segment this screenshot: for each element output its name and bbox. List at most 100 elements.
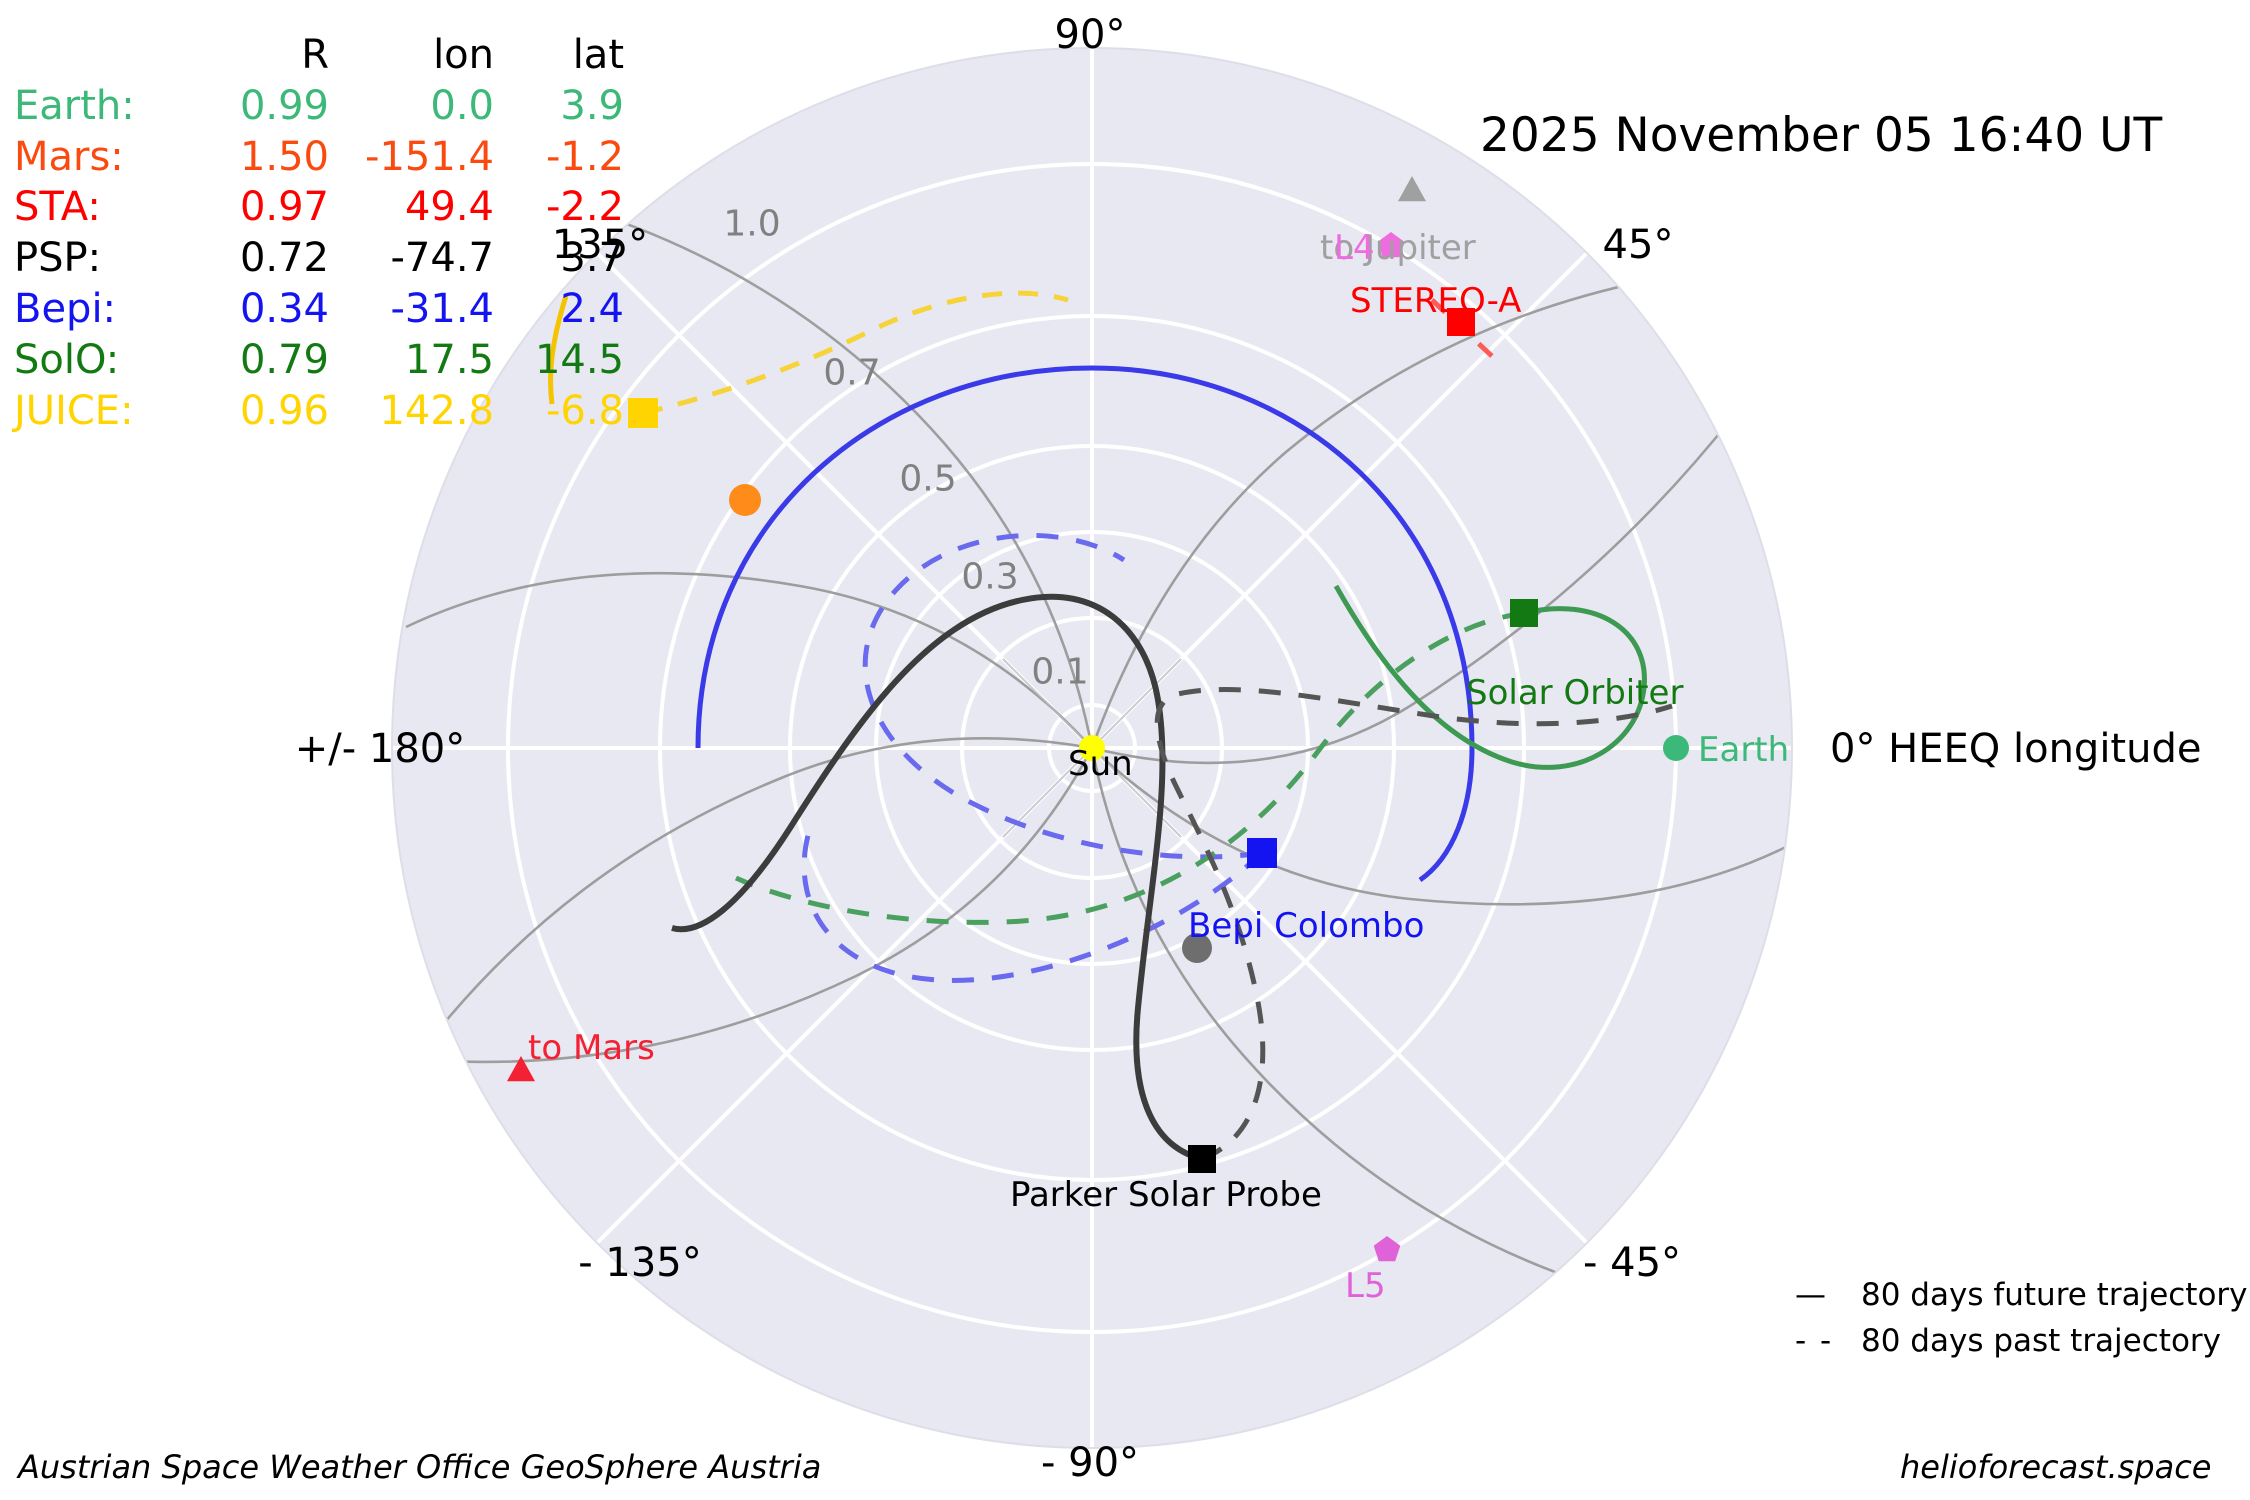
table-row: STA: 0.97 49.4 -2.2 bbox=[14, 182, 624, 233]
bepi-colombo-label: Bepi Colombo bbox=[1188, 906, 1425, 946]
body-markers-layer bbox=[507, 176, 1689, 1262]
legend-past-label: 80 days past trajectory bbox=[1861, 1323, 2221, 1359]
solo-future-trajectory bbox=[1333, 584, 1647, 770]
table-row: JUICE: 0.96 142.8 -6.8 bbox=[14, 386, 624, 437]
l4-marker bbox=[1377, 232, 1405, 258]
to-jupiter-marker bbox=[1398, 176, 1426, 202]
radial-tick-label: 1.0 bbox=[723, 203, 781, 245]
bepi-colombo-marker bbox=[1247, 838, 1277, 868]
body-name: PSP: bbox=[14, 235, 102, 282]
sun-marker bbox=[1079, 735, 1105, 761]
angle-label: +/- 180° bbox=[294, 726, 466, 772]
l5-label: L5 bbox=[1345, 1266, 1386, 1306]
table-row: PSP: 0.72 -74.7 3.7 bbox=[14, 233, 624, 284]
body-lon: -74.7 bbox=[390, 235, 495, 282]
parker-solar-probe-marker bbox=[1188, 1145, 1216, 1173]
bepi-past-trajectory bbox=[862, 532, 1263, 860]
body-name: STA: bbox=[14, 184, 101, 231]
sun-label: Sun bbox=[1068, 744, 1133, 784]
juice-future-trajectory bbox=[548, 295, 569, 405]
header-lon: lon bbox=[433, 32, 494, 78]
body-r: 0.34 bbox=[239, 285, 329, 332]
solo-past-trajectory bbox=[734, 610, 1525, 925]
table-row: Mars: 1.50 -151.4 -1.2 bbox=[14, 132, 624, 183]
parker-spiral-lines bbox=[405, 196, 1791, 1302]
mercury-marker bbox=[1182, 933, 1212, 963]
legend-row-future: — 80 days future trajectory bbox=[1795, 1272, 2248, 1318]
angle-label: 90° bbox=[1054, 12, 1126, 58]
earth-marker bbox=[1663, 735, 1689, 761]
table-row: SolO: 0.79 17.5 14.5 bbox=[14, 335, 624, 386]
parker-solar-probe-label: Parker Solar Probe bbox=[1010, 1175, 1322, 1215]
trajectory-legend: — 80 days future trajectory - - 80 days … bbox=[1795, 1272, 2248, 1364]
body-r: 0.72 bbox=[239, 235, 329, 282]
body-lat: 14.5 bbox=[534, 336, 624, 383]
psp-past-trajectory bbox=[1154, 687, 1673, 1162]
body-lat: 2.4 bbox=[560, 285, 624, 332]
footer-credit-left: Austrian Space Weather Office GeoSphere … bbox=[18, 1448, 822, 1486]
body-name: Bepi: bbox=[14, 285, 117, 332]
body-lat: -6.8 bbox=[545, 387, 624, 434]
footer-credit-right: helioforecast.space bbox=[1900, 1448, 2212, 1486]
body-name: Earth: bbox=[14, 82, 135, 129]
l4-label: L4 bbox=[1334, 228, 1375, 268]
solid-line-icon: — bbox=[1795, 1277, 1828, 1313]
legend-row-past: - - 80 days past trajectory bbox=[1795, 1318, 2248, 1364]
juice-marker bbox=[628, 398, 658, 428]
body-lon: -151.4 bbox=[365, 133, 494, 180]
body-r: 0.99 bbox=[239, 82, 329, 129]
angle-label: - 135° bbox=[578, 1240, 702, 1286]
to-mars-label: to Mars bbox=[528, 1028, 655, 1068]
body-r: 0.96 bbox=[239, 387, 329, 434]
earth-label: Earth bbox=[1698, 730, 1790, 770]
stereo-a-marker bbox=[1447, 308, 1475, 336]
body-name: JUICE: bbox=[14, 387, 134, 434]
body-r: 1.50 bbox=[239, 133, 329, 180]
body-name: Mars: bbox=[14, 133, 124, 180]
angle-label: - 45° bbox=[1582, 1240, 1682, 1286]
solar-orbiter-label: Solar Orbiter bbox=[1466, 673, 1684, 713]
position-table: R lon lat Earth: 0.99 0.0 3.9 Mars: 1.50 -151.… bbox=[14, 30, 624, 436]
psp-future-trajectory bbox=[671, 593, 1203, 1162]
table-row: Bepi: 0.34 -31.4 2.4 bbox=[14, 284, 624, 335]
to-jupiter-label: to Jupiter bbox=[1320, 228, 1476, 268]
radial-tick-label: 0.5 bbox=[899, 458, 957, 500]
radial-tick-label: 0.1 bbox=[1031, 651, 1089, 693]
body-name: SolO: bbox=[14, 336, 120, 383]
bepi-future-trajectory bbox=[695, 365, 1475, 883]
body-lat: -1.2 bbox=[545, 133, 624, 180]
stereo-a-label: STEREO-A bbox=[1350, 281, 1522, 321]
angle-label: - 90° bbox=[1040, 1440, 1140, 1486]
page-title: 2025 November 05 16:40 UT bbox=[1480, 108, 2163, 163]
dashed-line-icon: - - bbox=[1795, 1323, 1834, 1359]
angle-label: 45° bbox=[1602, 222, 1674, 268]
body-lon: -31.4 bbox=[390, 285, 495, 332]
body-lat: -2.2 bbox=[545, 184, 624, 231]
radial-tick-label: 0.7 bbox=[823, 352, 881, 394]
body-r: 0.79 bbox=[239, 336, 329, 383]
body-lon: 0.0 bbox=[430, 82, 494, 129]
angle-label: 135° bbox=[551, 222, 649, 268]
body-lon: 17.5 bbox=[404, 336, 494, 383]
legend-future-label: 80 days future trajectory bbox=[1861, 1277, 2248, 1313]
to-mars-marker bbox=[507, 1056, 535, 1082]
l5-marker bbox=[1373, 1236, 1401, 1262]
solar-orbiter-marker bbox=[1510, 599, 1538, 627]
heeq-longitude-label: 0° HEEQ longitude bbox=[1830, 726, 2202, 772]
plot-disk-outline bbox=[391, 47, 1793, 1449]
table-body: Earth: 0.99 0.0 3.9 Mars: 1.50 -151.4 -1.2 STA: 0… bbox=[14, 81, 624, 437]
header-lat: lat bbox=[572, 32, 624, 78]
table-row: Earth: 0.99 0.0 3.9 bbox=[14, 81, 624, 132]
body-lon: 142.8 bbox=[379, 387, 494, 434]
venus-marker bbox=[729, 484, 761, 516]
table-header-row: R lon lat bbox=[14, 30, 624, 81]
body-lat: 3.9 bbox=[560, 82, 624, 129]
body-r: 0.97 bbox=[239, 184, 329, 231]
body-lat: 3.7 bbox=[560, 235, 624, 282]
header-blank bbox=[14, 30, 194, 81]
body-lon: 49.4 bbox=[404, 184, 494, 231]
radial-tick-label: 0.3 bbox=[961, 556, 1019, 598]
header-r: R bbox=[301, 32, 329, 78]
